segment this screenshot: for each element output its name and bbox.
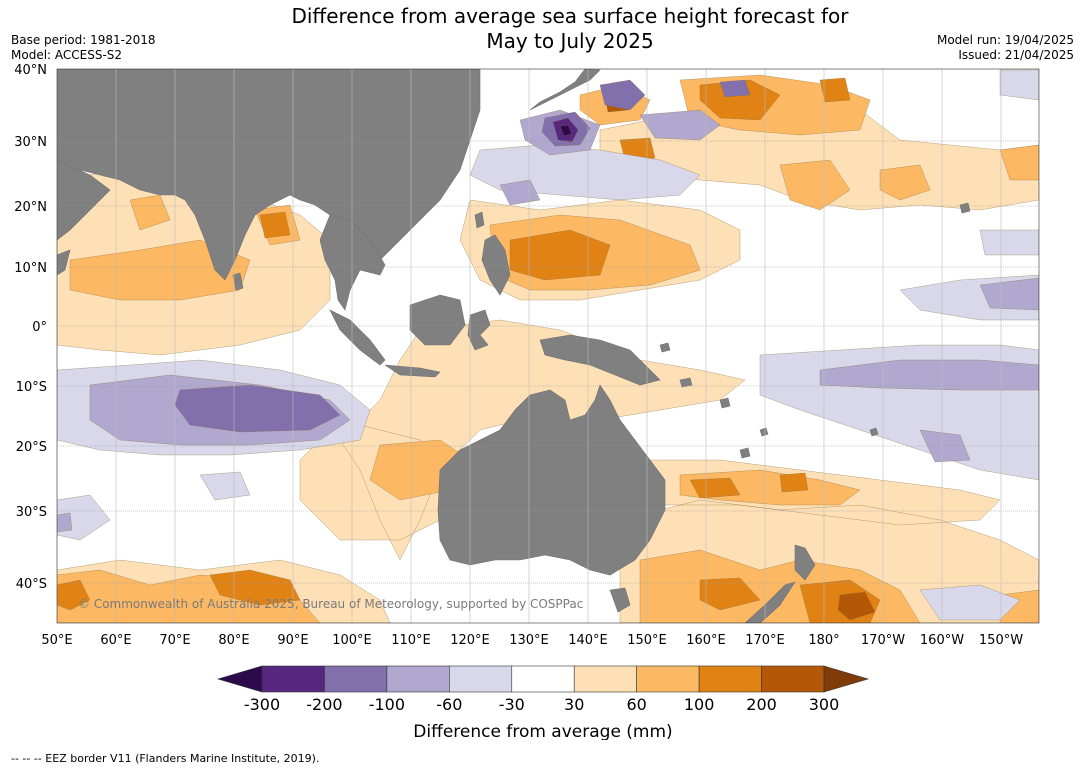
latitude-label: 20°N <box>14 200 47 215</box>
longitude-label: 160°W <box>920 633 964 648</box>
land-sumatra <box>329 309 386 366</box>
longitude-label: 130°E <box>509 633 549 648</box>
colorbar-tick-label: 30 <box>564 695 584 714</box>
latitude-label: 40°N <box>14 63 47 78</box>
longitude-label: 60°E <box>100 633 131 648</box>
longitude-label: 70°E <box>159 633 190 648</box>
land-islands <box>659 202 971 459</box>
land-new-guinea <box>539 334 661 386</box>
latitude-label: 30°S <box>16 505 47 520</box>
colorbar-tick-label: 60 <box>626 695 646 714</box>
map-title: Difference from average sea surface heig… <box>0 4 1085 54</box>
longitude-label: 90°E <box>277 633 308 648</box>
land-borneo <box>409 294 466 346</box>
map-grid <box>57 69 1039 623</box>
land <box>57 69 971 623</box>
footer-note: -- -- -- EEZ border V11 (Flanders Marine… <box>11 752 320 765</box>
colorbar-segment <box>511 665 575 693</box>
model-name: Model: ACCESS-S2 <box>11 48 123 62</box>
model-info: Base period: 1981-2018 Model: ACCESS-S2 <box>11 33 156 63</box>
issued-date: Issued: 21/04/2025 <box>958 48 1074 62</box>
colorbar-segment <box>261 665 325 693</box>
longitude-label: 100°E <box>332 633 372 648</box>
latitude-label: 10°N <box>14 261 47 276</box>
colorbar-segment <box>324 665 388 693</box>
latitude-labels: 40°N 30°N 20°N 10°N 0° 10°S 20°S 30°S 40°S <box>14 63 47 592</box>
land-asia <box>57 69 481 281</box>
title-line-1: Difference from average sea surface heig… <box>291 4 849 28</box>
longitude-labels: 50°E 60°E 70°E 80°E 90°E 100°E 110°E 120°E 130°E… <box>41 633 1023 648</box>
base-period: Base period: 1981-2018 <box>11 33 156 47</box>
land-tasmania <box>609 587 631 613</box>
map-credit: © Commonwealth of Australia 2025, Bureau… <box>78 597 583 611</box>
longitude-label: 50°E <box>41 633 72 648</box>
latitude-label: 20°S <box>16 440 47 455</box>
longitude-label: 180° <box>808 633 839 648</box>
colorbar-segment <box>698 665 762 693</box>
land-new-zealand-north <box>794 544 816 581</box>
land-taiwan <box>474 211 485 229</box>
land-sri-lanka <box>232 272 244 291</box>
forecast-map: © Commonwealth of Australia 2025, Bureau… <box>14 63 1040 740</box>
colorbar <box>216 665 870 693</box>
land-philippines <box>481 234 511 296</box>
colorbar-extend-high <box>823 665 870 693</box>
anomaly-negative-30-60 <box>57 69 1039 621</box>
anomaly-field <box>57 69 1039 623</box>
land-arabia <box>57 159 111 241</box>
colorbar-title: Difference from average (mm) <box>413 722 672 740</box>
longitude-label: 150°W <box>979 633 1023 648</box>
colorbar-tick-label: 200 <box>746 695 777 714</box>
colorbar-tick-label: -300 <box>244 695 280 714</box>
colorbar-tick-label: 100 <box>684 695 715 714</box>
run-info: Model run: 19/04/2025 Issued: 21/04/2025 <box>937 33 1074 63</box>
land-japan <box>529 69 601 111</box>
colorbar-tick-label: -200 <box>306 695 342 714</box>
longitude-label: 160°E <box>686 633 726 648</box>
longitude-label: 170°W <box>861 633 905 648</box>
colorbar-segment <box>636 665 700 693</box>
map-area: © Commonwealth of Australia 2025, Bureau… <box>57 69 1039 623</box>
longitude-label: 120°E <box>450 633 490 648</box>
latitude-label: 0° <box>32 320 47 335</box>
colorbar-extend-low <box>216 665 263 693</box>
colorbar-ticks: -300 -200 -100 -60 -30 30 60 100 200 300 <box>244 695 839 714</box>
latitude-label: 10°S <box>16 380 47 395</box>
land-indochina <box>319 214 386 311</box>
latitude-label: 30°N <box>14 135 47 150</box>
land-africa-horn <box>57 249 71 276</box>
colorbar-tick-label: -60 <box>436 695 462 714</box>
longitude-label: 140°E <box>568 633 608 648</box>
title-line-2: May to July 2025 <box>486 29 654 53</box>
longitude-label: 110°E <box>391 633 431 648</box>
longitude-label: 150°E <box>627 633 667 648</box>
land-sulawesi <box>467 309 491 351</box>
colorbar-tick-label: -100 <box>369 695 405 714</box>
anomaly-negative-below-300 <box>559 124 573 137</box>
colorbar-segment <box>761 665 825 693</box>
land-australia <box>437 384 666 576</box>
colorbar-tick-label: 300 <box>809 695 840 714</box>
model-run: Model run: 19/04/2025 <box>936 33 1074 47</box>
colorbar-segment <box>573 665 637 693</box>
latitude-label: 40°S <box>16 577 47 592</box>
anomaly-negative-100-200 <box>174 79 751 433</box>
longitude-label: 80°E <box>218 633 249 648</box>
map-border <box>56 68 1040 624</box>
longitude-label: 170°E <box>745 633 785 648</box>
colorbar-tick-label: -30 <box>499 695 525 714</box>
land-java <box>384 364 441 378</box>
colorbar-segment <box>386 665 450 693</box>
colorbar-segment <box>449 665 513 693</box>
